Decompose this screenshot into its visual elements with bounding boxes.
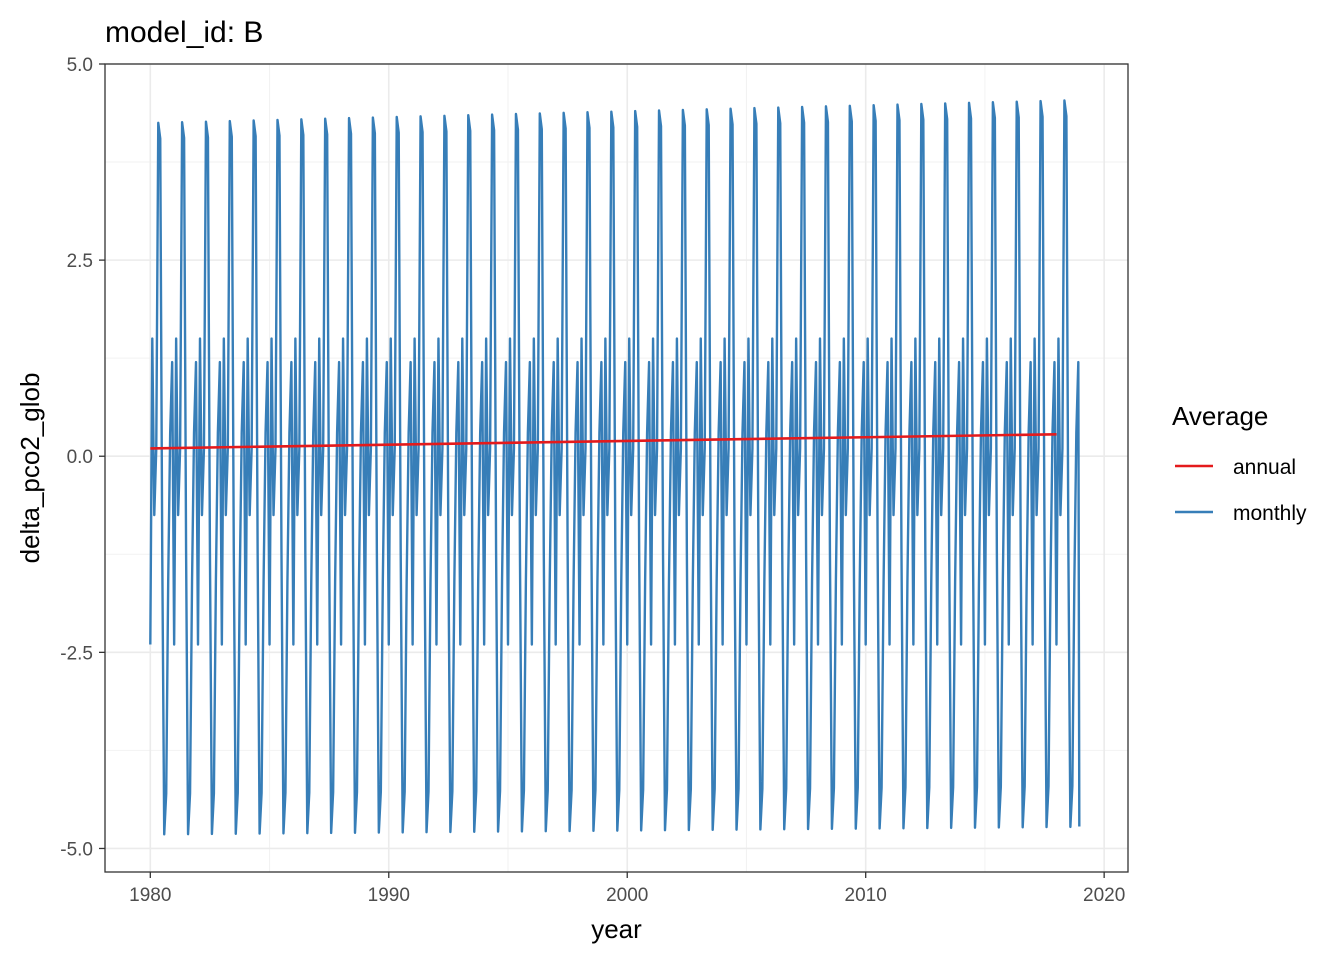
x-axis-title: year [591,914,642,944]
y-axis-title: delta_pco2_glob [15,373,45,564]
x-tick-label: 2010 [845,885,887,906]
legend-title: Average [1172,401,1268,431]
y-tick-label: -2.5 [60,643,93,664]
series-line-annual [150,432,1057,450]
series-line-monthly [149,99,1081,836]
y-tick-label: -5.0 [60,839,93,860]
chart-title: model_id: B [105,16,263,49]
x-tick-label: 1980 [129,885,171,906]
data-series [149,99,1081,836]
y-tick-label: 5.0 [67,55,93,76]
x-tick-label: 1990 [368,885,410,906]
legend-label-annual: annual [1233,456,1296,479]
x-tick-label: 2000 [606,885,648,906]
legend: Average annual monthly [1172,401,1307,525]
y-tick-label: 0.0 [67,447,93,468]
legend-label-monthly: monthly [1233,502,1307,525]
y-axis: 5.0 2.5 0.0 -2.5 -5.0 [60,55,105,860]
y-tick-label: 2.5 [67,251,93,272]
x-axis: 1980 1990 2000 2010 2020 [129,872,1125,906]
plot-border [104,63,1129,873]
x-tick-label: 2020 [1083,885,1125,906]
